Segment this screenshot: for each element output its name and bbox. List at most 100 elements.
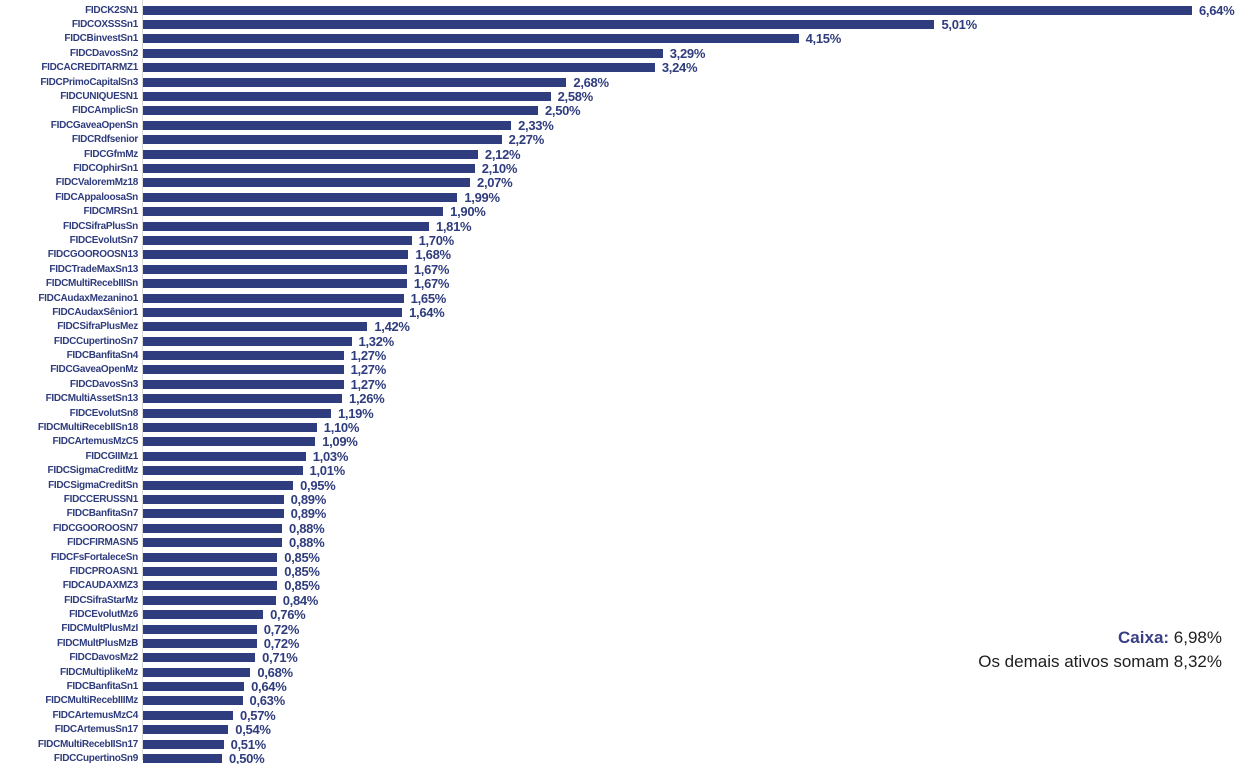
bar-row: FIDCSifraStarMz 0,84% (0, 593, 1255, 608)
bar-zone: 0,72% (138, 636, 1255, 651)
bar (143, 394, 343, 404)
bar-row: FIDCEvolutMz6 0,76% (0, 607, 1255, 622)
category-label: FIDCDavosMz2 (69, 652, 138, 664)
value-label: 1,90% (450, 204, 486, 220)
bar (143, 5, 1192, 15)
bar-row: FIDCAppaloosaSn 1,99% (0, 190, 1255, 205)
value-label: 0,72% (263, 635, 300, 651)
bar-zone: 2,68% (138, 75, 1255, 90)
category-label: FIDCArtemusMzC4 (52, 709, 138, 721)
bar-zone: 3,29% (138, 46, 1255, 61)
bar-zone: 1,26% (138, 391, 1255, 406)
category-label: FIDCAppaloosaSn (55, 191, 138, 203)
bar-zone: 4,15% (138, 31, 1255, 46)
bar-zone: 0,89% (138, 492, 1255, 507)
value-label: 0,85% (284, 578, 320, 594)
bar-zone: 1,67% (138, 276, 1255, 291)
category-label: FIDCMultiRecebIIIMz (45, 695, 138, 707)
value-label: 2,68% (573, 74, 609, 90)
bar-zone: 2,10% (138, 161, 1255, 176)
caixa-value: 6,98% (1173, 628, 1222, 647)
bar-zone: 1,67% (138, 262, 1255, 277)
value-label: 2,50% (544, 103, 581, 119)
value-label: 3,24% (661, 60, 698, 76)
category-label: FIDCMRSn1 (83, 206, 138, 218)
bar (143, 480, 294, 490)
bar-zone: 0,88% (138, 521, 1255, 536)
value-label: 0,72% (263, 621, 300, 637)
bar (143, 552, 278, 562)
bar-row: FIDCAudaxSênior1 1,64% (0, 305, 1255, 320)
bar-zone: 0,72% (138, 622, 1255, 637)
bar-zone: 0,51% (138, 737, 1255, 752)
value-label: 1,27% (350, 348, 387, 364)
category-label: FIDCOphirSn1 (73, 162, 138, 174)
bar-row: FIDCMultiRecebIIISn 1,67% (0, 276, 1255, 291)
bar-row: FIDCUNIQUESN1 2,58% (0, 89, 1255, 105)
value-label: 0,84% (282, 592, 319, 608)
value-label: 1,32% (358, 333, 395, 349)
bar (143, 235, 412, 245)
value-label: 1,81% (435, 218, 472, 234)
category-label: FIDCTradeMaxSn13 (49, 263, 138, 275)
bar (143, 682, 245, 692)
bar-row: FIDCMultiRecebIISn17 0,51% (0, 737, 1255, 752)
bar-zone: 0,85% (138, 550, 1255, 565)
bar-row: FIDCBanfitaSn4 1,27% (0, 348, 1255, 363)
bar (143, 293, 404, 303)
value-label: 0,95% (300, 477, 336, 493)
value-label: 1,09% (322, 434, 358, 450)
bar (143, 538, 283, 548)
value-label: 2,12% (484, 146, 521, 162)
category-label: FIDCACREDITARMZ1 (41, 62, 138, 74)
value-label: 0,71% (262, 650, 298, 666)
category-label: FIDCBanfitaSn4 (66, 350, 139, 362)
others-text: Os demais ativos somam 8,32% (978, 652, 1222, 671)
bar-zone: 0,89% (138, 506, 1255, 521)
bar-zone: 1,09% (138, 434, 1255, 449)
bar-zone: 1,03% (138, 449, 1255, 464)
category-label: FIDCBanfitaSn1 (66, 681, 139, 693)
bar-zone: 1,32% (138, 334, 1255, 349)
bar-zone: 1,70% (138, 233, 1255, 248)
category-label: FIDCSifraPlusMez (57, 321, 138, 333)
value-label: 1,26% (349, 391, 385, 407)
category-label: FIDCMultiRecebIIISn (45, 278, 138, 290)
bar (143, 207, 444, 217)
category-label: FIDCBinvestSn1 (64, 33, 138, 45)
bar (143, 696, 243, 706)
bar-zone: 0,64% (138, 679, 1255, 694)
category-label: FIDCCupertinoSn9 (53, 753, 138, 764)
bar-zone: 0,84% (138, 593, 1255, 608)
bar-zone: 1,68% (138, 247, 1255, 262)
annotation-block: Caixa: 6,98% Os demais ativos somam 8,32… (978, 626, 1222, 674)
bar-zone: 1,90% (138, 204, 1255, 219)
bar (143, 523, 283, 533)
bar (143, 437, 316, 447)
category-label: FIDCEvolutMz6 (69, 609, 138, 621)
value-label: 2,58% (557, 89, 594, 105)
bar-row: FIDCEvolutSn8 1,19% (0, 406, 1255, 421)
bar-row: FIDCBanfitaSn1 0,64% (0, 679, 1255, 694)
category-label: FIDCMultiplikeMz (60, 666, 138, 678)
bar (143, 754, 222, 764)
value-label: 0,54% (235, 722, 271, 738)
bar-row: FIDCValoremMz18 2,07% (0, 175, 1255, 190)
value-label: 1,27% (350, 376, 387, 392)
bar-zone: 0,68% (138, 665, 1255, 680)
value-label: 1,03% (312, 448, 349, 464)
category-label: FIDCSigmaCreditMz (47, 465, 139, 477)
value-label: 1,68% (415, 247, 451, 263)
category-label: FIDCMultiRecebIISn18 (37, 422, 138, 434)
bar-row: FIDCTradeMaxSn13 1,67% (0, 262, 1255, 277)
bar-zone: 1,27% (138, 348, 1255, 363)
bar (143, 466, 303, 476)
bar-row: FIDCK2SN1 6,64% (0, 3, 1255, 18)
bar-row: FIDCAudaxMezanino1 1,65% (0, 291, 1255, 306)
bar-row: FIDCOXSSSn1 5,01% (0, 17, 1255, 32)
bar-row: FIDCPROASN1 0,85% (0, 564, 1255, 579)
bar (143, 120, 512, 130)
bar-zone: 0,57% (138, 708, 1255, 723)
category-label: FIDCGOOROOSN13 (47, 249, 139, 261)
bar-row: FIDCGfmMz 2,12% (0, 146, 1255, 162)
